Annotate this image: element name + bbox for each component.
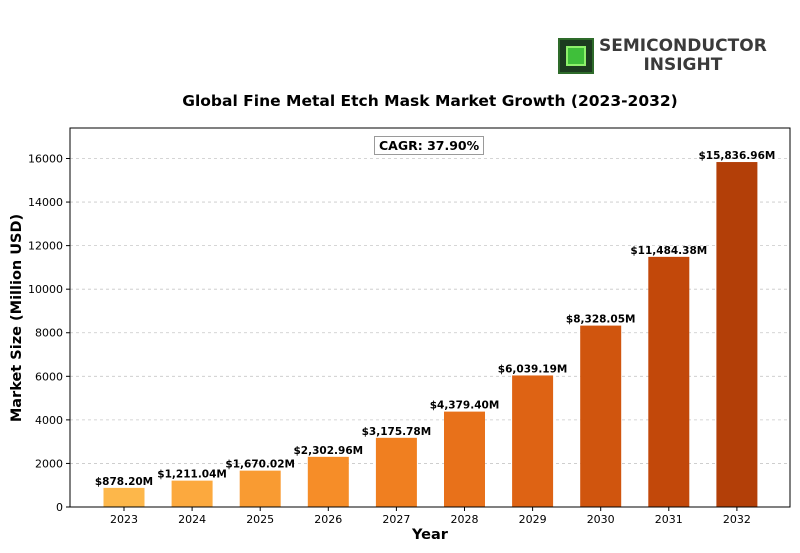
data-label: $1,670.02M bbox=[225, 459, 295, 471]
x-tick-label: 2031 bbox=[655, 513, 683, 526]
x-tick-label: 2029 bbox=[519, 513, 547, 526]
x-tick-label: 2026 bbox=[314, 513, 342, 526]
y-axis-label: Market Size (Million USD) bbox=[9, 214, 25, 422]
data-label: $8,328.05M bbox=[566, 314, 636, 326]
x-tick-label: 2032 bbox=[723, 513, 751, 526]
x-tick-label: 2024 bbox=[178, 513, 206, 526]
y-tick-label: 8000 bbox=[35, 327, 63, 340]
y-tick-label: 4000 bbox=[35, 414, 63, 427]
bar-2030 bbox=[580, 325, 622, 507]
cagr-annotation: CAGR: 37.90% bbox=[374, 136, 485, 155]
data-label: $3,175.78M bbox=[362, 426, 432, 438]
data-label: $11,484.38M bbox=[630, 245, 707, 257]
y-axis-ticks: 0 2000 4000 6000 8000 10000 12000 14000 16000 bbox=[28, 152, 70, 514]
y-tick-label: 14000 bbox=[28, 196, 63, 209]
y-tick-label: 6000 bbox=[35, 370, 63, 383]
y-tick-label: 2000 bbox=[35, 457, 63, 470]
data-label: $4,379.40M bbox=[430, 400, 500, 412]
chart-title: Global Fine Metal Etch Mask Market Growt… bbox=[182, 92, 678, 110]
bars bbox=[103, 162, 758, 507]
x-axis-ticks: 2023 2024 2025 2026 2027 2028 2029 2030 2031 2032 bbox=[110, 507, 751, 526]
x-tick-label: 2027 bbox=[382, 513, 410, 526]
x-tick-label: 2030 bbox=[587, 513, 615, 526]
y-tick-label: 10000 bbox=[28, 283, 63, 296]
bar-2032 bbox=[716, 162, 758, 507]
bar-2028 bbox=[444, 411, 485, 507]
bar-2027 bbox=[375, 437, 417, 507]
bar-2023 bbox=[103, 487, 145, 507]
x-axis-label: Year bbox=[411, 527, 449, 543]
plot-frame bbox=[69, 127, 791, 508]
x-tick-label: 2028 bbox=[451, 513, 479, 526]
bar-2029 bbox=[512, 375, 554, 507]
bar-2025 bbox=[239, 470, 281, 507]
y-tick-label: 12000 bbox=[28, 240, 63, 253]
x-tick-label: 2023 bbox=[110, 513, 138, 526]
data-label: $878.20M bbox=[95, 476, 153, 488]
data-label: $6,039.19M bbox=[498, 363, 568, 375]
x-tick-label: 2025 bbox=[246, 513, 274, 526]
brand-name: SEMICONDUCTOR INSIGHT bbox=[599, 37, 767, 75]
y-tick-label: 0 bbox=[56, 501, 63, 514]
brand-line1: SEMICONDUCTOR bbox=[599, 36, 767, 56]
bar-2026 bbox=[307, 456, 349, 507]
data-label: $15,836.96M bbox=[698, 150, 775, 162]
bar-2031 bbox=[648, 256, 690, 507]
chip-icon bbox=[558, 38, 594, 74]
data-label: $2,302.96M bbox=[294, 445, 364, 457]
y-tick-label: 16000 bbox=[28, 152, 63, 165]
brand-logo: SEMICONDUCTOR INSIGHT bbox=[558, 36, 767, 76]
brand-line2: INSIGHT bbox=[643, 55, 723, 75]
data-label: $1,211.04M bbox=[157, 469, 227, 481]
data-labels: $878.20M $1,211.04M$1,670.02M $2,302.96M $3… bbox=[95, 150, 775, 488]
bar-2024 bbox=[171, 480, 213, 507]
